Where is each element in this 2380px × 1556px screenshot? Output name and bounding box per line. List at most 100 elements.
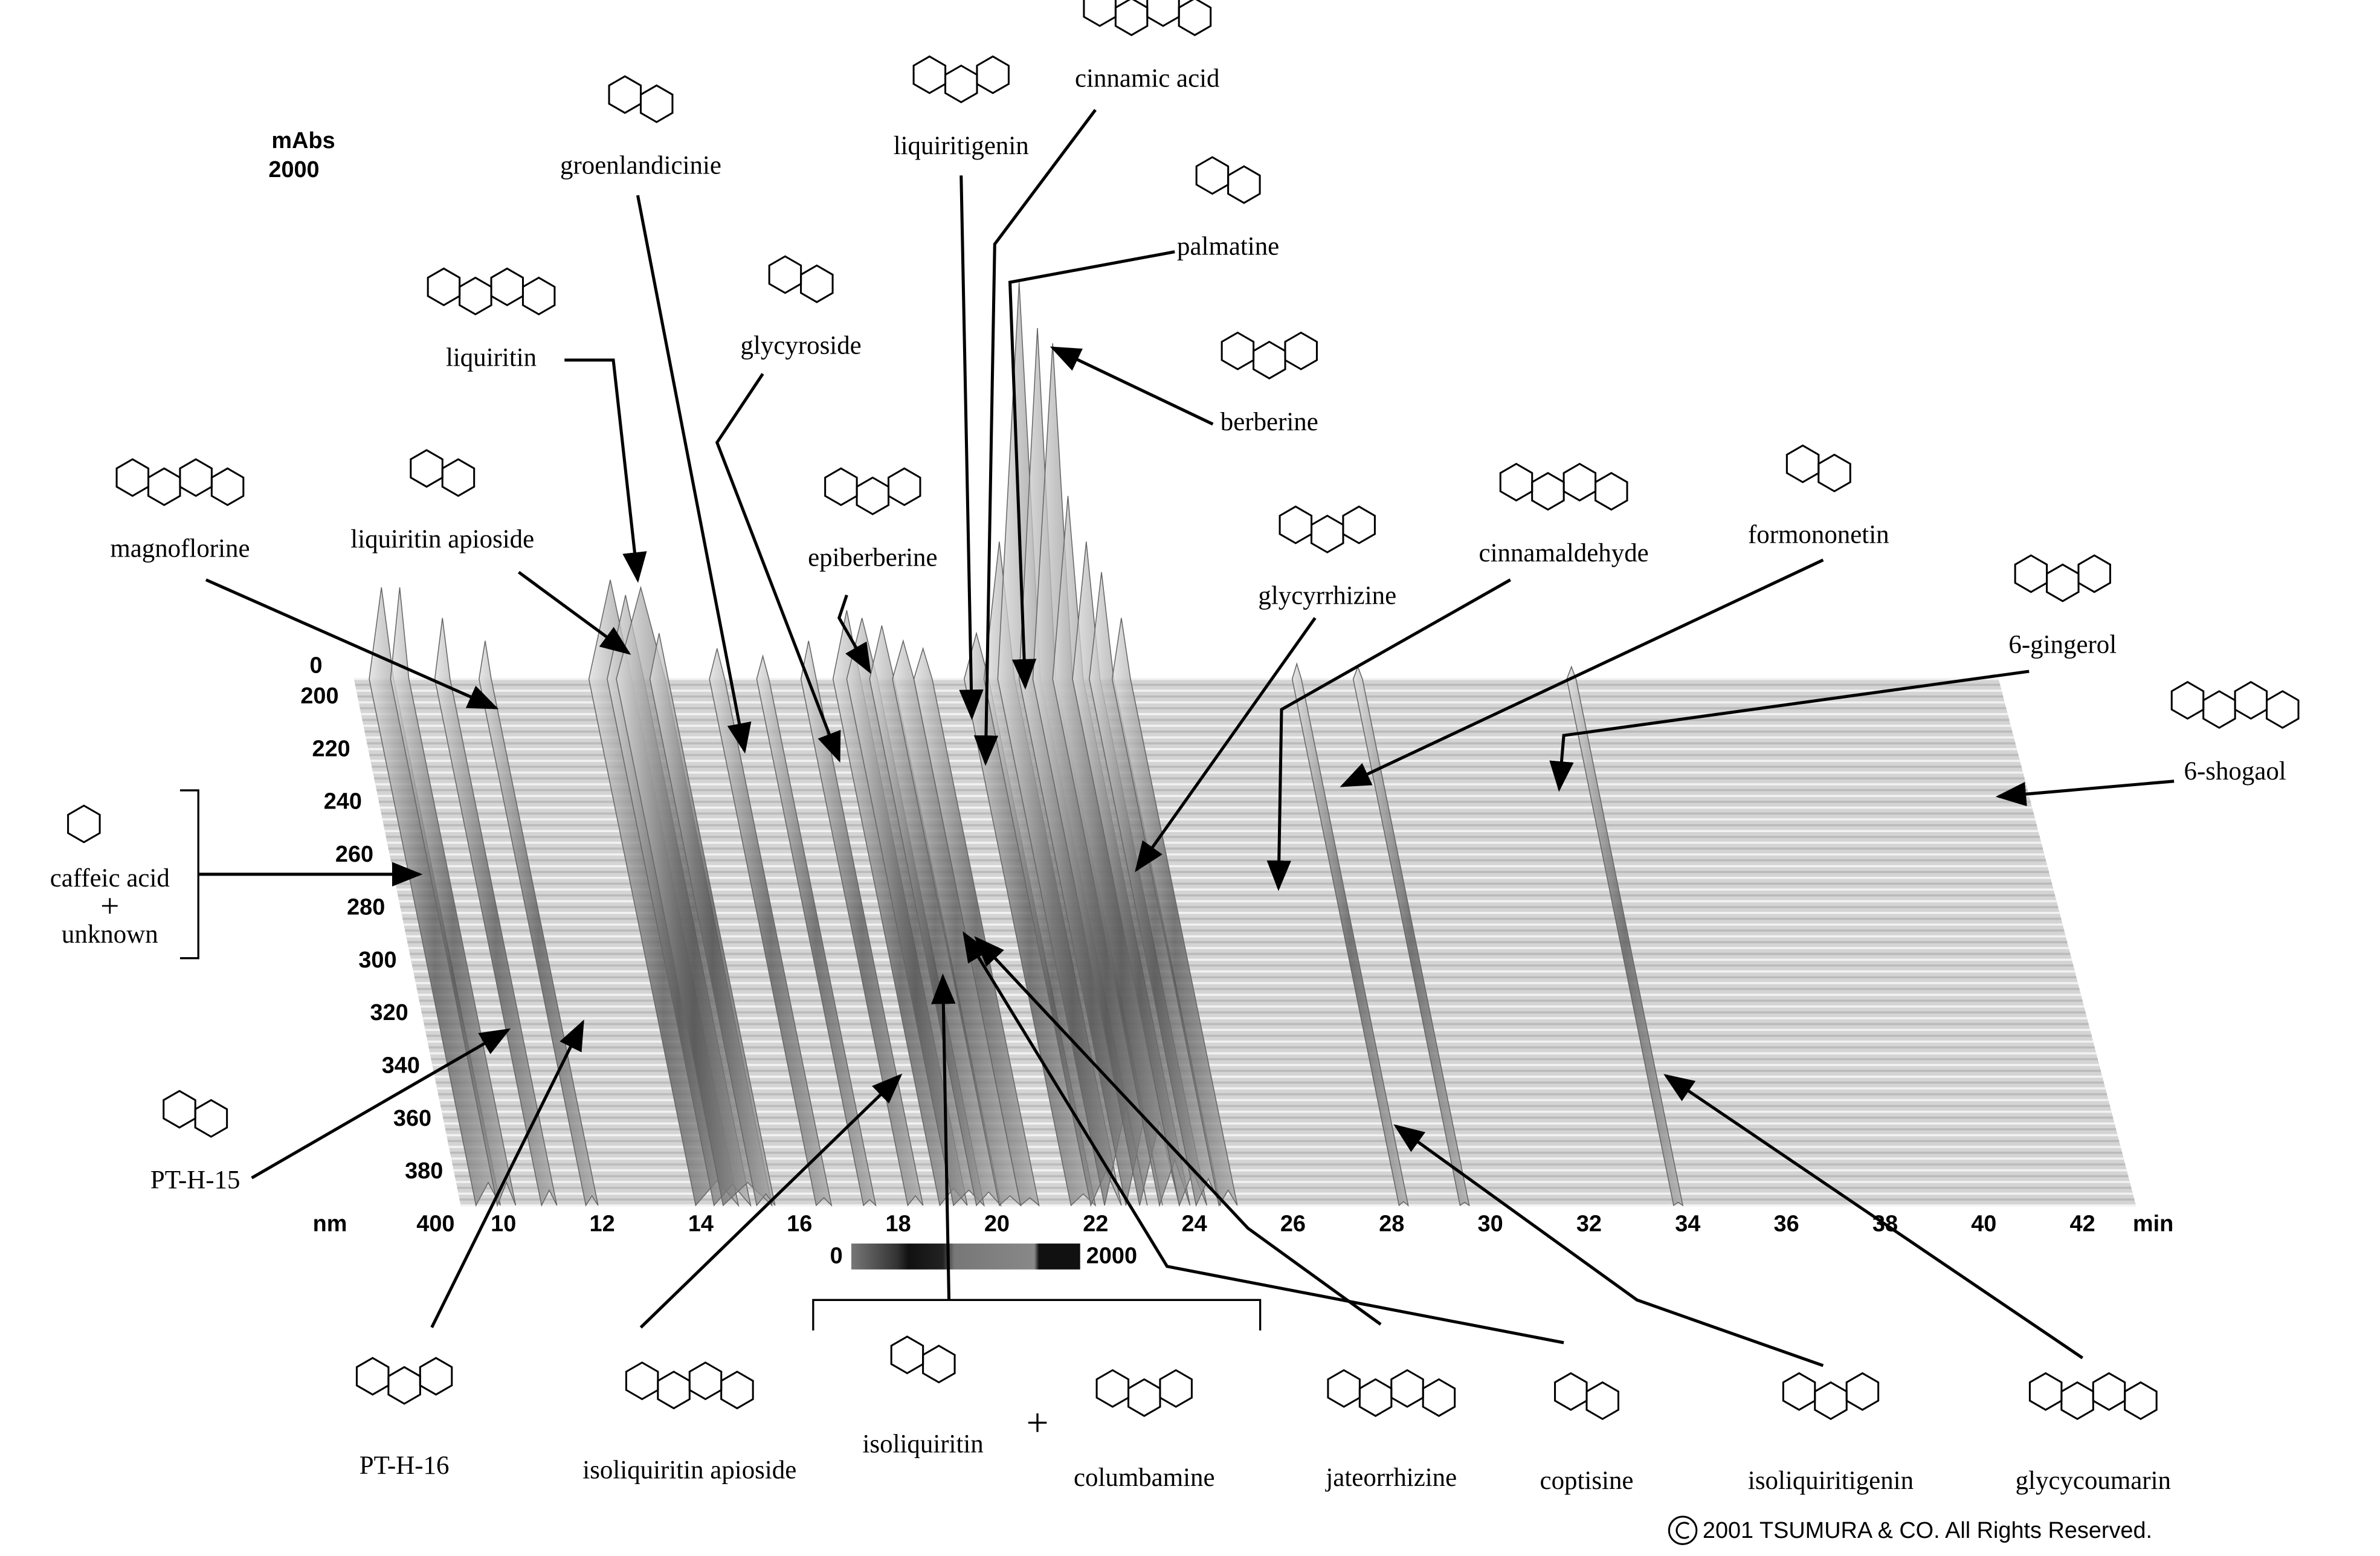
structure: [976, 55, 1010, 94]
compound-label: columbamine: [1074, 1464, 1215, 1492]
structure: [887, 467, 921, 506]
structure: [1562, 462, 1597, 502]
structure: [2046, 563, 2080, 602]
wavelength-unit: nm: [313, 1212, 347, 1237]
compound-label: groenlandicinie: [560, 152, 721, 180]
structure: [147, 467, 181, 506]
ridge: [800, 641, 924, 1207]
structure: [608, 75, 642, 114]
structure: [1195, 156, 1230, 195]
compound-label: glycyroside: [741, 332, 862, 360]
compound-label: liquiritin apioside: [350, 525, 534, 554]
time-tick-label: 30: [1478, 1212, 1503, 1237]
structure: [1279, 505, 1313, 544]
ridge: [479, 641, 599, 1207]
bracket: [812, 1299, 1262, 1331]
structure: [1782, 1372, 1816, 1411]
ridge: [913, 647, 1040, 1207]
wavelength-tick-label: 220: [312, 736, 350, 761]
arrow: [931, 973, 956, 1300]
ridge: [434, 618, 558, 1207]
structure: [2092, 1372, 2126, 1411]
arrow: [636, 195, 752, 754]
ridge: [649, 633, 776, 1207]
compound-label: isoliquiritin: [862, 1430, 983, 1459]
absorbance-unit: mAbs: [271, 128, 335, 153]
compound-label: liquiritin: [446, 344, 537, 372]
compound-label: berberine: [1221, 408, 1318, 436]
arrow: [1663, 1074, 2084, 1360]
structure: [1221, 331, 1255, 370]
structure: [639, 84, 674, 123]
structure: [625, 1361, 659, 1401]
time-tick-label: 42: [2070, 1212, 2095, 1237]
structure: [490, 267, 524, 306]
time-tick-label: 36: [1774, 1212, 1799, 1237]
compound-label: formononetin: [1748, 521, 1889, 549]
peaks: [369, 282, 1684, 1207]
structure: [427, 267, 461, 306]
wavelength-tick-label: 320: [370, 1000, 408, 1025]
time-tick-label: 18: [886, 1212, 911, 1237]
structure: [67, 804, 101, 844]
structure: [410, 449, 443, 488]
compound-label: 6-gingerol: [2008, 630, 2117, 659]
ridge: [709, 648, 833, 1207]
time-tick-label: 34: [1675, 1212, 1700, 1237]
structure: [1327, 1369, 1361, 1408]
structure: [944, 64, 978, 103]
compound-label: epiberberine: [808, 544, 937, 572]
compound-label: palmatine: [1177, 232, 1279, 260]
structure: [1146, 0, 1180, 27]
arrow: [1393, 1124, 1824, 1367]
structure: [194, 1099, 228, 1138]
structure: [1284, 331, 1318, 370]
wavelength-tick-label: 360: [393, 1106, 431, 1131]
ridge: [997, 282, 1148, 1206]
structure: [1159, 1369, 1193, 1408]
structure: [2265, 690, 2300, 729]
wavelength-tick-label: 300: [358, 947, 396, 973]
structure: [521, 276, 556, 315]
structure: [2170, 680, 2205, 720]
structure: [1083, 0, 1117, 27]
arrow: [837, 594, 871, 674]
compound-label: caffeic acid: [50, 864, 170, 893]
time-tick-label: 16: [787, 1212, 812, 1237]
structure: [1253, 340, 1286, 379]
structure: [1227, 165, 1261, 204]
structure: [1785, 444, 1820, 483]
structure: [419, 1357, 453, 1396]
wavelength-tick-label: 240: [324, 789, 362, 815]
wavelength-tick-label: 200: [300, 683, 338, 709]
structure: [2202, 690, 2236, 729]
compound-label: coptisine: [1540, 1467, 1634, 1495]
arrow: [1549, 670, 2030, 792]
arrow: [715, 373, 841, 763]
arrow: [205, 578, 499, 709]
structure: [800, 264, 834, 303]
time-tick-label: 10: [491, 1212, 516, 1237]
arrow: [974, 936, 1382, 1326]
copyright-mark: [1675, 1522, 1690, 1539]
structure: [1585, 1381, 1619, 1421]
arrow: [564, 358, 647, 583]
arrow: [1266, 578, 1511, 891]
structure: [912, 55, 947, 94]
absorbance-zero: 0: [310, 653, 323, 678]
plus: +: [100, 888, 119, 925]
wavelength-tick-label: 280: [347, 894, 385, 920]
ridge: [1566, 665, 1684, 1207]
ridge: [1291, 662, 1409, 1207]
structure: [1817, 453, 1851, 492]
structure: [210, 467, 245, 506]
structure: [1554, 1372, 1588, 1411]
arrow: [973, 109, 1097, 766]
structure: [1342, 505, 1376, 544]
time-unit: min: [2133, 1212, 2173, 1237]
compound-label: PT-H-15: [150, 1166, 240, 1195]
structure: [355, 1357, 390, 1396]
wavelength-tick-label: 260: [335, 842, 373, 867]
compound-label: isoliquiritigenin: [1748, 1467, 1914, 1495]
